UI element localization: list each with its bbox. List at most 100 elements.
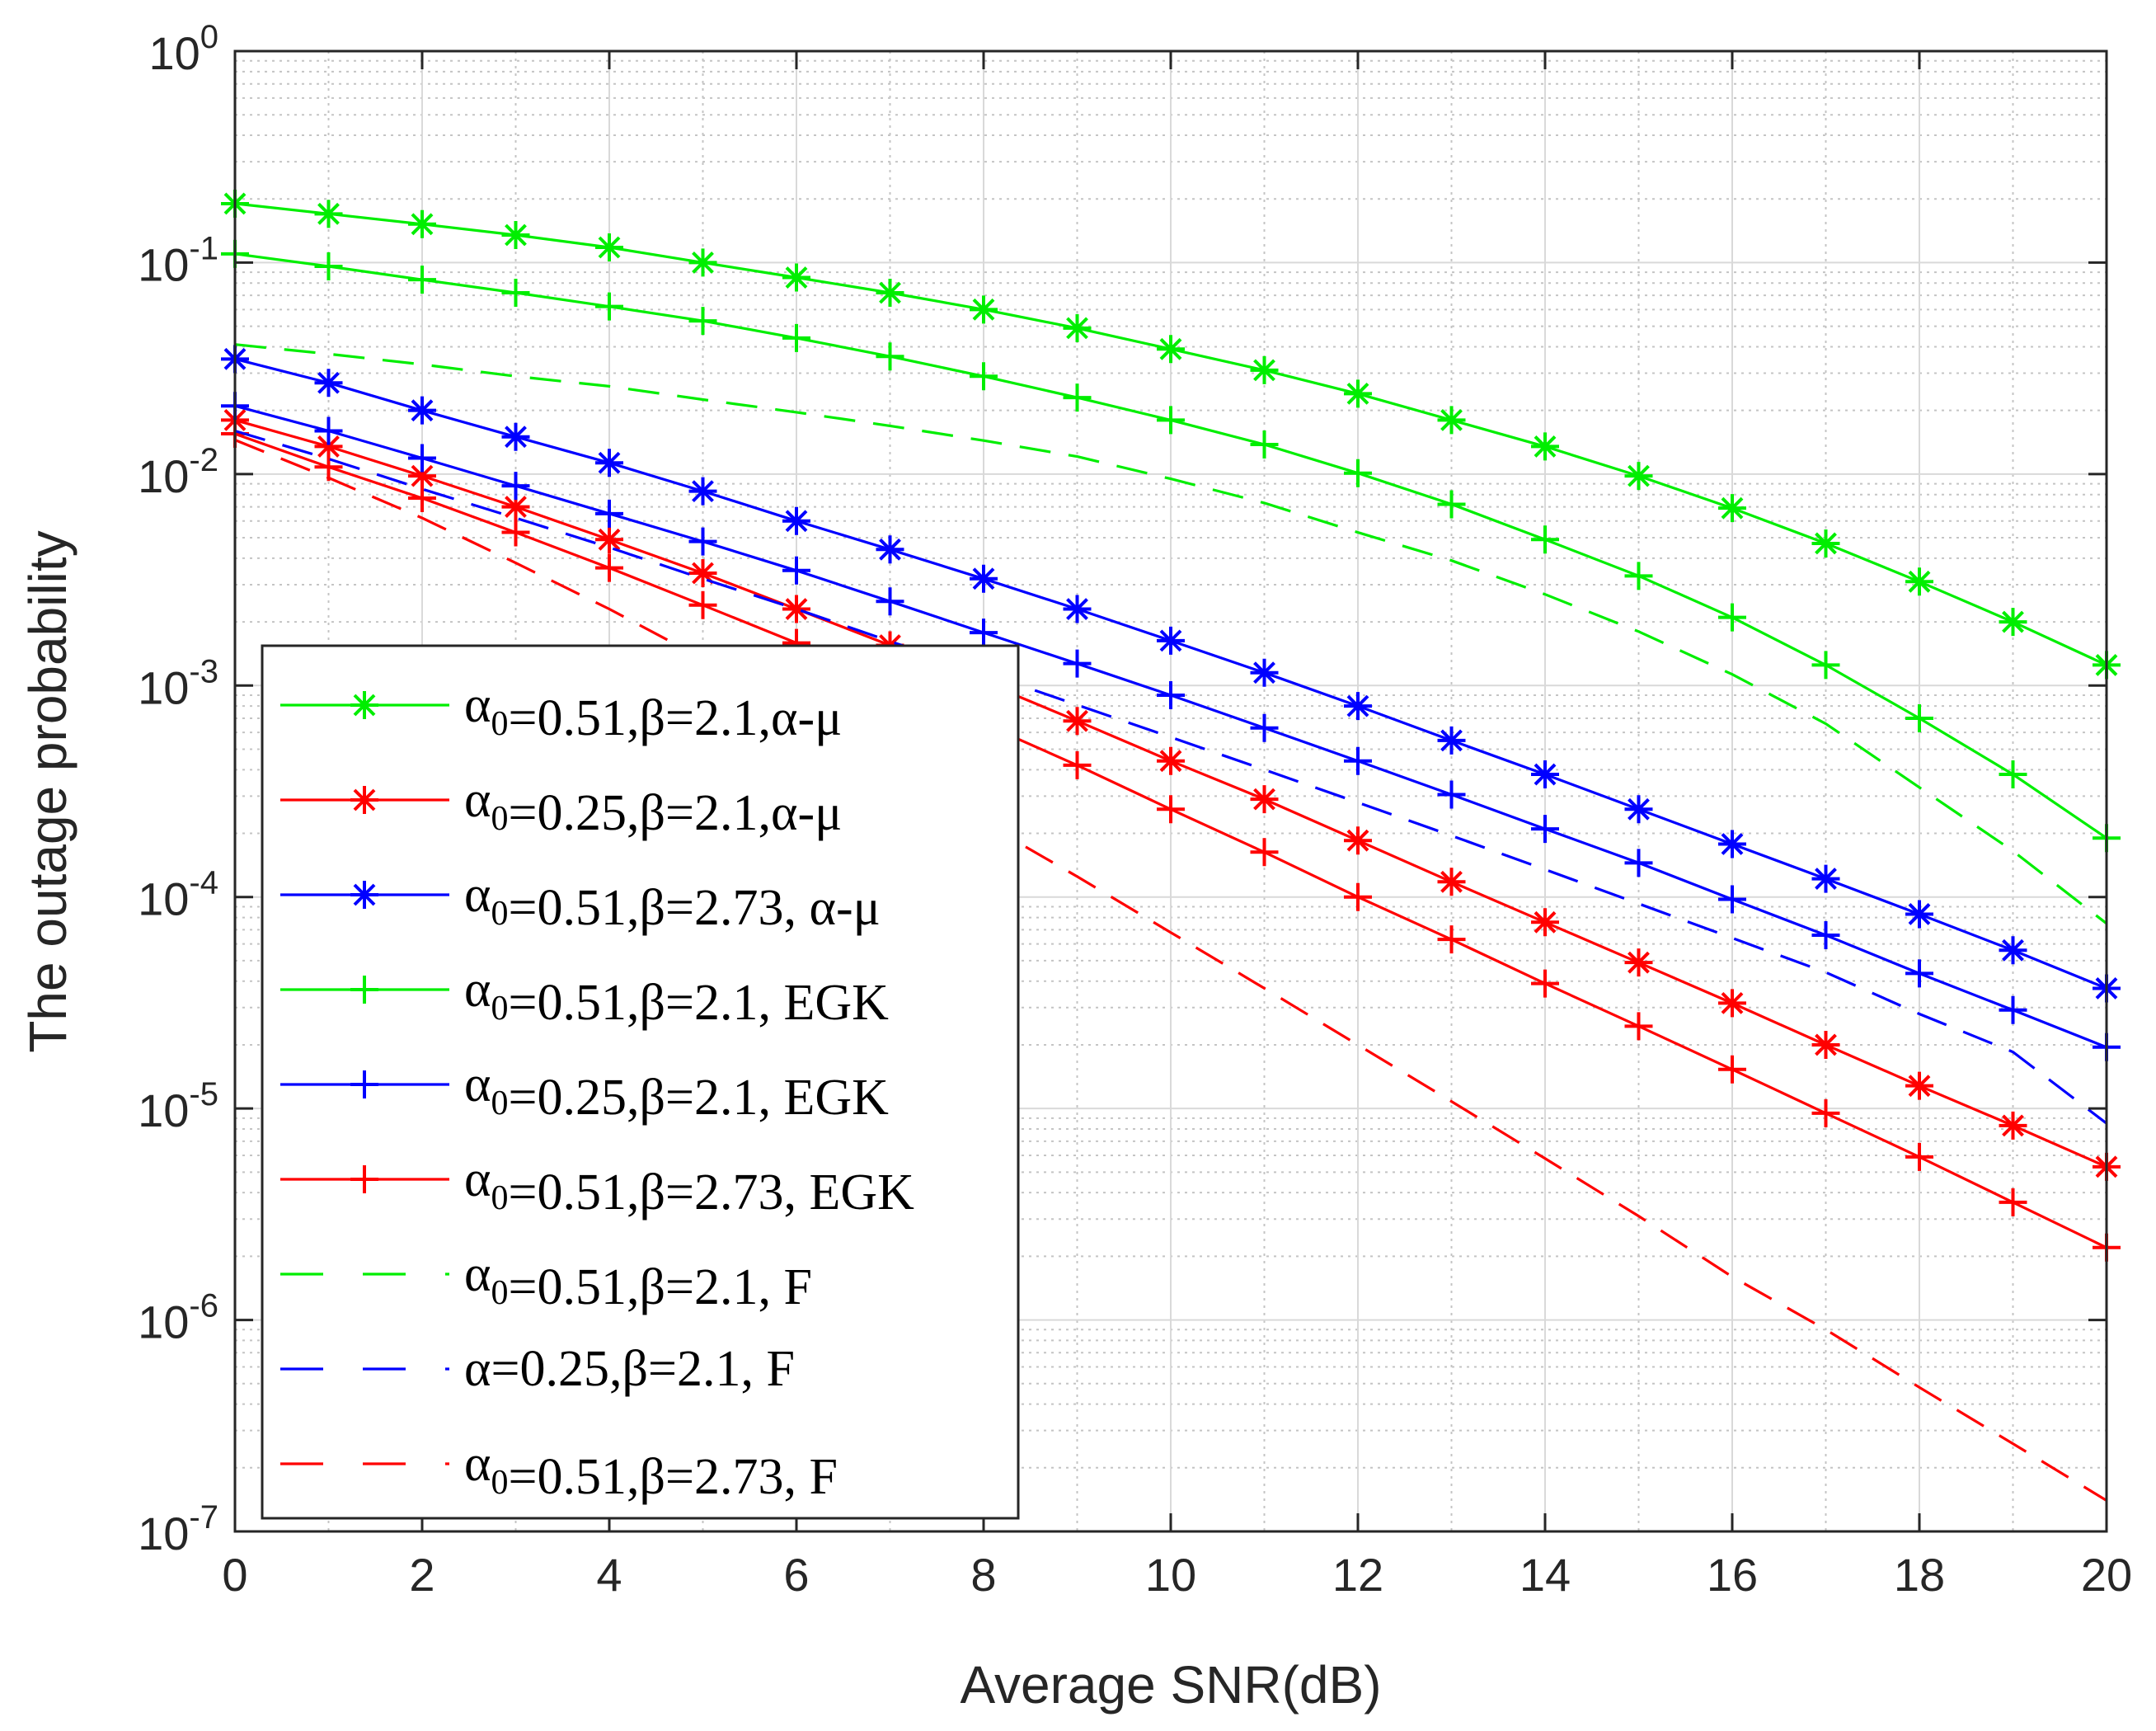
series-6-point xyxy=(1718,1055,1746,1084)
series-1-point xyxy=(1999,608,2027,637)
tick-layer: 0 2 4 6 8 10 12 14 16 18 20 100 10-1 10-2 10-3 10-4 10-5… xyxy=(138,19,2132,1601)
series-1-point xyxy=(408,209,436,238)
series-1-point xyxy=(1624,462,1653,491)
series-1-point xyxy=(595,233,623,261)
series-4-point xyxy=(876,342,904,371)
series-5-point xyxy=(876,587,904,616)
y-tick-label: 10-7 xyxy=(138,1499,218,1559)
series-5-point xyxy=(314,416,343,445)
x-tick-label: 10 xyxy=(1145,1549,1196,1601)
series-1-point xyxy=(314,200,343,228)
series-3-point xyxy=(1999,936,2027,965)
series-7-line xyxy=(234,343,2107,925)
series-5-point xyxy=(1624,849,1653,877)
legend-sample-marker-1 xyxy=(350,691,378,719)
series-3-point xyxy=(782,506,810,535)
series-6-point xyxy=(1157,795,1185,824)
legend-entry-1: α0=0.51,β=2.1,α-μ xyxy=(464,677,842,746)
series-3-point xyxy=(1437,726,1466,755)
series-3-point xyxy=(408,396,436,425)
x-tick-label: 0 xyxy=(222,1549,247,1601)
series-3-point xyxy=(1250,658,1279,687)
series-1-point xyxy=(1250,355,1279,384)
series-2-point xyxy=(782,595,810,623)
y-tick-label: 10-4 xyxy=(138,865,218,925)
series-2-point xyxy=(688,558,717,587)
series-7 xyxy=(234,343,2107,925)
series-layer xyxy=(221,189,2121,1502)
series-2-point xyxy=(1999,1111,2027,1140)
series-5-point xyxy=(1063,649,1092,678)
series-4-point xyxy=(1344,459,1372,487)
series-6-point xyxy=(1624,1012,1653,1041)
legend-sample-marker-5 xyxy=(350,1070,378,1098)
series-6-point xyxy=(314,453,343,482)
x-tick-label: 6 xyxy=(783,1549,809,1601)
series-6-point xyxy=(1250,838,1279,867)
series-4-point xyxy=(1063,383,1092,412)
series-5-point xyxy=(1811,920,1840,949)
series-9-line xyxy=(234,439,2107,1502)
y-tick-label: 10-2 xyxy=(138,442,218,502)
series-2-point xyxy=(1811,1030,1840,1059)
y-tick-label: 10-5 xyxy=(138,1076,218,1136)
series-6-point xyxy=(408,483,436,512)
legend-sample-marker-3 xyxy=(350,881,378,909)
series-2-point xyxy=(1157,746,1185,775)
legend-entry-7: α0=0.51,β=2.1, F xyxy=(464,1246,812,1315)
series-6-point xyxy=(1531,969,1559,998)
series-5-point xyxy=(1905,959,1933,988)
legend-entry-5: α0=0.25,β=2.1, EGK xyxy=(464,1056,889,1126)
series-5-point xyxy=(1157,681,1185,710)
series-4-point xyxy=(1437,490,1466,519)
legend-box xyxy=(261,644,1020,1520)
y-tick-label: 10-1 xyxy=(138,230,218,290)
series-4-point xyxy=(970,362,998,391)
series-3-point xyxy=(1624,795,1653,824)
series-4-point xyxy=(595,292,623,321)
series-2-point xyxy=(501,492,530,521)
y-tick-label: 10-6 xyxy=(138,1288,218,1348)
series-1-point xyxy=(1063,313,1092,342)
series-3-point xyxy=(1063,595,1092,623)
y-tick-label: 100 xyxy=(148,19,218,79)
series-5-point xyxy=(595,499,623,528)
series-1 xyxy=(221,189,2121,680)
series-5-point xyxy=(408,444,436,473)
legend-entry-4: α0=0.51,β=2.1, EGK xyxy=(464,962,889,1031)
series-6-point xyxy=(1905,1142,1933,1171)
series-4-point xyxy=(1157,406,1185,435)
x-tick-label: 2 xyxy=(409,1549,434,1601)
series-3-point xyxy=(1157,626,1185,655)
legend-entry-9: α0=0.51,β=2.73, F xyxy=(464,1436,838,1505)
series-3-point xyxy=(970,564,998,593)
series-5-point xyxy=(1437,780,1466,809)
series-2-point xyxy=(1063,707,1092,736)
series-4-point xyxy=(782,323,810,352)
series-2-point xyxy=(1437,868,1466,896)
x-tick-label: 4 xyxy=(596,1549,622,1601)
legend-sample-marker-4 xyxy=(350,976,378,1004)
series-3-point xyxy=(1531,760,1559,789)
series-1-point xyxy=(876,279,904,308)
series-1-point xyxy=(1157,335,1185,364)
series-6-point xyxy=(1999,1188,2027,1216)
legend-sample-marker-2 xyxy=(350,786,378,814)
legend: α0=0.51,β=2.1,α-μ α0=0.25,β=2.1,α-μ α0=0.5… xyxy=(261,644,1020,1520)
series-2-point xyxy=(1905,1071,1933,1100)
legend-entry-8: α=0.25,β=2.1, F xyxy=(464,1341,795,1397)
series-1-point xyxy=(688,248,717,277)
series-3-point xyxy=(1344,692,1372,721)
series-5 xyxy=(221,392,2121,1061)
series-2-point xyxy=(595,525,623,554)
legend-entry-2: α0=0.25,β=2.1,α-μ xyxy=(464,772,842,841)
series-6-point xyxy=(595,553,623,582)
series-5-point xyxy=(688,527,717,556)
series-6-point xyxy=(1437,925,1466,954)
series-3-point xyxy=(1811,864,1840,893)
series-1-point xyxy=(1437,406,1466,435)
legend-entry-6: α0=0.51,β=2.73, EGK xyxy=(464,1151,914,1221)
series-5-point xyxy=(1999,995,2027,1024)
series-2-point xyxy=(1531,908,1559,937)
x-tick-label: 8 xyxy=(970,1549,996,1601)
